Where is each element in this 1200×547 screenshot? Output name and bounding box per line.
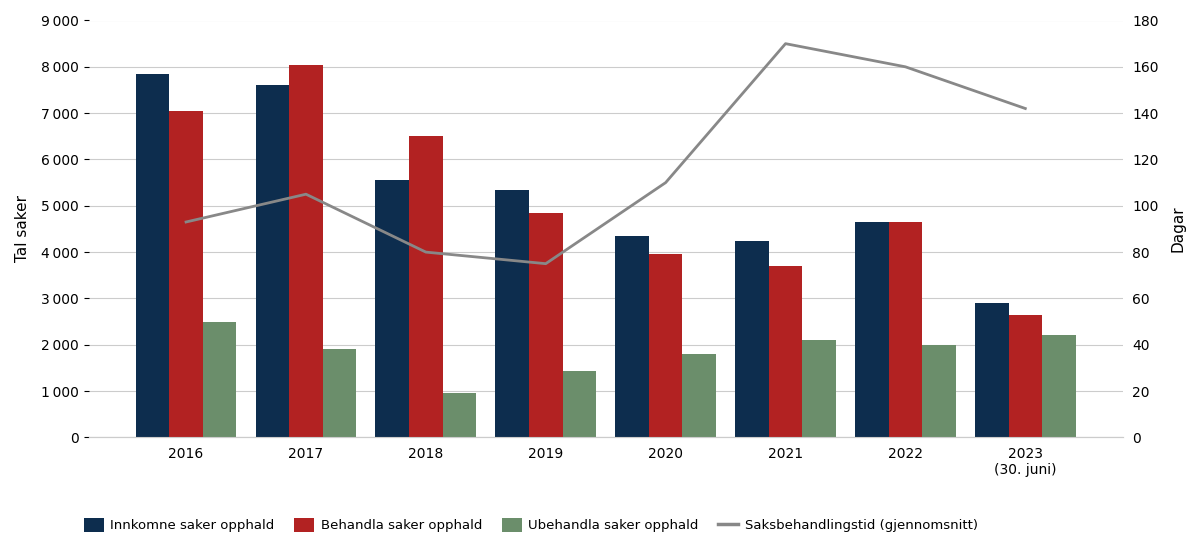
Bar — [736, 241, 769, 438]
Bar — [923, 345, 955, 438]
Bar — [856, 222, 889, 438]
Bar — [889, 222, 923, 438]
Bar — [1042, 335, 1075, 438]
Bar — [1008, 315, 1042, 438]
Saksbehandlingstid (gjennomsnitt) — [419, 249, 433, 255]
Bar — [974, 303, 1008, 438]
Y-axis label: Tal saker: Tal saker — [14, 195, 30, 263]
Bar — [563, 371, 596, 438]
Bar — [323, 350, 356, 438]
Bar — [409, 136, 443, 438]
Saksbehandlingstid (gjennomsnitt) — [899, 63, 913, 70]
Bar — [496, 190, 529, 438]
Legend: Innkomne saker opphald, Behandla saker opphald, Ubehandla saker opphald, Saksbeh: Innkomne saker opphald, Behandla saker o… — [78, 513, 983, 538]
Bar — [683, 354, 716, 438]
Bar — [769, 266, 803, 438]
Bar — [803, 340, 836, 438]
Bar — [649, 254, 683, 438]
Bar — [376, 181, 409, 438]
Y-axis label: Dagar: Dagar — [1170, 206, 1186, 252]
Bar — [289, 65, 323, 438]
Bar — [136, 74, 169, 438]
Saksbehandlingstid (gjennomsnitt) — [179, 219, 193, 225]
Bar — [443, 393, 476, 438]
Bar — [169, 111, 203, 438]
Saksbehandlingstid (gjennomsnitt) — [779, 40, 793, 47]
Bar — [256, 85, 289, 438]
Saksbehandlingstid (gjennomsnitt) — [1018, 105, 1032, 112]
Bar — [529, 213, 563, 438]
Bar — [203, 322, 236, 438]
Bar — [616, 236, 649, 438]
Saksbehandlingstid (gjennomsnitt) — [299, 191, 313, 197]
Line: Saksbehandlingstid (gjennomsnitt): Saksbehandlingstid (gjennomsnitt) — [186, 44, 1025, 264]
Saksbehandlingstid (gjennomsnitt) — [539, 260, 553, 267]
Saksbehandlingstid (gjennomsnitt) — [659, 179, 673, 186]
